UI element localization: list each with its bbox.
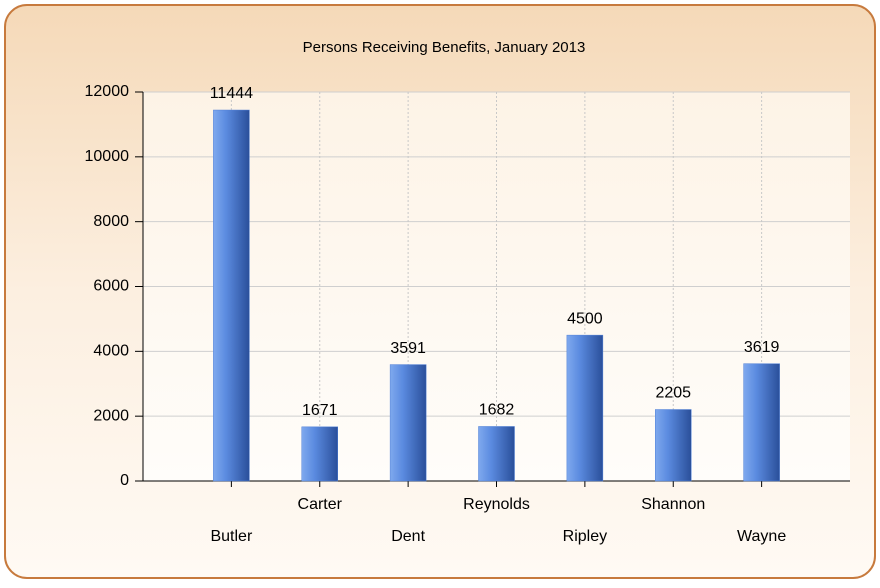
bar bbox=[566, 334, 604, 482]
y-tick-label: 0 bbox=[120, 472, 129, 489]
x-tick-label: Dent bbox=[391, 528, 425, 545]
y-tick-label: 10000 bbox=[85, 148, 130, 165]
data-label: 11444 bbox=[210, 85, 253, 102]
bar bbox=[743, 363, 780, 482]
data-label: 1682 bbox=[479, 402, 515, 419]
data-label: 2205 bbox=[655, 385, 691, 402]
data-label: 3619 bbox=[744, 339, 780, 356]
data-label: 1671 bbox=[302, 402, 338, 419]
y-tick-label: 4000 bbox=[93, 343, 129, 360]
y-tick-label: 2000 bbox=[93, 407, 129, 424]
y-tick-label: 6000 bbox=[93, 278, 129, 295]
bar bbox=[655, 409, 692, 482]
data-label: 4500 bbox=[567, 310, 603, 327]
chart-title: Persons Receiving Benefits, January 2013 bbox=[303, 39, 586, 56]
x-tick-label: Ripley bbox=[563, 528, 607, 545]
data-label: 3591 bbox=[390, 340, 426, 357]
x-tick-label: Carter bbox=[298, 496, 343, 513]
bar bbox=[301, 426, 338, 482]
y-tick-label: 8000 bbox=[93, 213, 129, 230]
x-tick-label: Wayne bbox=[737, 528, 786, 545]
x-tick-label: Shannon bbox=[641, 496, 705, 513]
bar bbox=[389, 364, 427, 482]
x-tick-label: Butler bbox=[210, 528, 252, 545]
y-tick-label: 12000 bbox=[85, 83, 130, 100]
x-tick-label: Reynolds bbox=[463, 496, 530, 513]
bar bbox=[213, 109, 250, 482]
bar bbox=[478, 426, 515, 482]
